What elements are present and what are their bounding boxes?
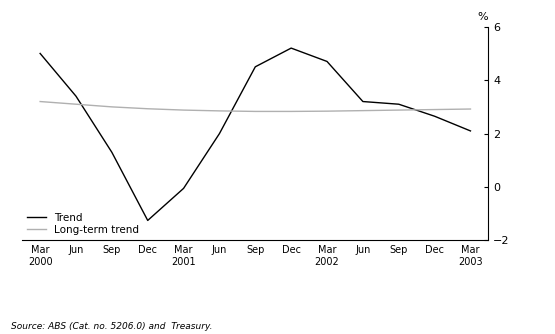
Trend bbox=[180, 186, 187, 190]
Long-term trend bbox=[467, 107, 474, 111]
Long-term trend bbox=[395, 108, 402, 112]
Trend bbox=[252, 65, 259, 69]
Long-term trend bbox=[144, 107, 151, 111]
Long-term trend bbox=[109, 105, 115, 109]
Line: Long-term trend: Long-term trend bbox=[40, 102, 471, 112]
Trend bbox=[431, 114, 438, 118]
Long-term trend bbox=[216, 109, 223, 113]
Trend bbox=[73, 94, 79, 98]
Trend bbox=[467, 129, 474, 133]
Long-term trend bbox=[180, 108, 187, 112]
Trend bbox=[395, 102, 402, 106]
Long-term trend bbox=[73, 102, 79, 106]
Trend bbox=[216, 132, 223, 136]
Text: %: % bbox=[478, 12, 488, 22]
Legend: Trend, Long-term trend: Trend, Long-term trend bbox=[27, 213, 139, 235]
Long-term trend bbox=[431, 108, 438, 112]
Long-term trend bbox=[252, 110, 259, 114]
Text: Source: ABS (Cat. no. 5206.0) and  Treasury.: Source: ABS (Cat. no. 5206.0) and Treasu… bbox=[11, 322, 213, 331]
Trend bbox=[360, 100, 366, 104]
Long-term trend bbox=[37, 100, 43, 104]
Trend bbox=[288, 46, 295, 50]
Trend bbox=[144, 218, 151, 222]
Long-term trend bbox=[288, 110, 295, 114]
Long-term trend bbox=[360, 109, 366, 113]
Trend bbox=[37, 51, 43, 55]
Line: Trend: Trend bbox=[40, 48, 471, 220]
Trend bbox=[109, 150, 115, 154]
Trend bbox=[324, 59, 330, 63]
Long-term trend bbox=[324, 109, 330, 113]
